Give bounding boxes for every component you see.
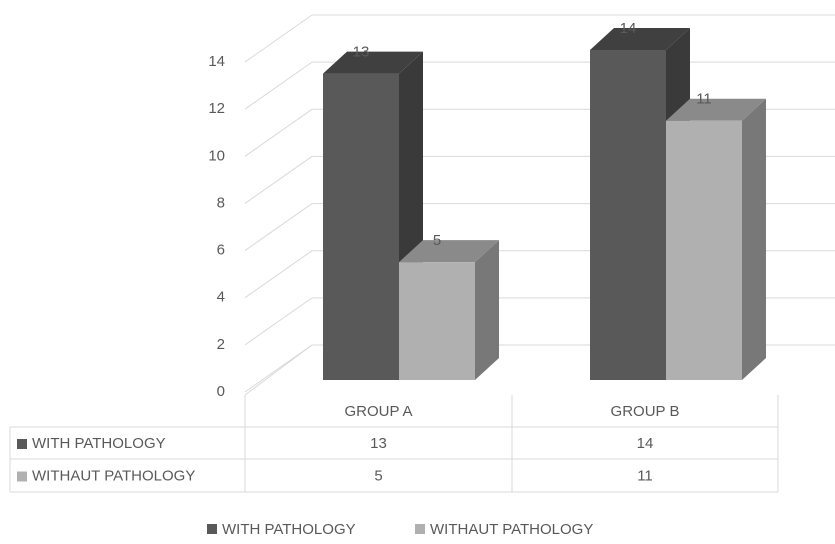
y-tick-label: 12 bbox=[208, 100, 225, 117]
data-label: 5 bbox=[433, 232, 441, 249]
grid-line bbox=[244, 156, 313, 204]
legend-label: WITH PATHOLOGY bbox=[222, 521, 356, 538]
y-tick-label: 6 bbox=[217, 242, 225, 259]
bar bbox=[666, 120, 742, 380]
y-tick-label: 14 bbox=[208, 53, 225, 70]
table-cell: 13 bbox=[370, 435, 387, 452]
legend-key bbox=[207, 524, 217, 534]
bar bbox=[399, 262, 475, 380]
y-tick-label: 10 bbox=[208, 147, 225, 164]
grid-line bbox=[244, 297, 313, 346]
bar-top bbox=[399, 240, 499, 263]
table-cell: 5 bbox=[374, 467, 382, 484]
y-tick-label: 4 bbox=[217, 289, 225, 306]
grid-line bbox=[244, 108, 313, 157]
y-tick-label: 8 bbox=[217, 194, 225, 211]
table-header: GROUP A bbox=[344, 403, 412, 420]
bar bbox=[323, 73, 399, 381]
table-legend-key bbox=[17, 439, 27, 449]
grid-line bbox=[244, 203, 313, 251]
bar-top bbox=[323, 51, 423, 74]
legend-key bbox=[415, 524, 425, 534]
bar-top bbox=[666, 98, 766, 121]
table-cell: 14 bbox=[637, 435, 654, 452]
bar bbox=[590, 50, 666, 380]
table-row-label: WITHAUT PATHOLOGY bbox=[32, 467, 195, 484]
table-row-label: WITH PATHOLOGY bbox=[32, 435, 166, 452]
data-label: 14 bbox=[620, 20, 637, 37]
grid-line bbox=[244, 344, 313, 393]
bar-top bbox=[590, 28, 690, 50]
table-legend-key bbox=[17, 471, 27, 482]
grid-line bbox=[244, 61, 313, 110]
grid-line bbox=[244, 250, 313, 299]
bar-side bbox=[742, 98, 766, 380]
grid-line bbox=[244, 14, 313, 63]
table-cell: 11 bbox=[637, 467, 653, 484]
bar-side bbox=[475, 240, 499, 380]
data-label: 11 bbox=[696, 91, 712, 108]
table-header: GROUP B bbox=[611, 403, 680, 420]
y-tick-label: 2 bbox=[217, 336, 225, 353]
data-label: 13 bbox=[353, 44, 370, 61]
y-tick-label: 0 bbox=[217, 383, 225, 400]
legend-label: WITHAUT PATHOLOGY bbox=[430, 521, 593, 538]
